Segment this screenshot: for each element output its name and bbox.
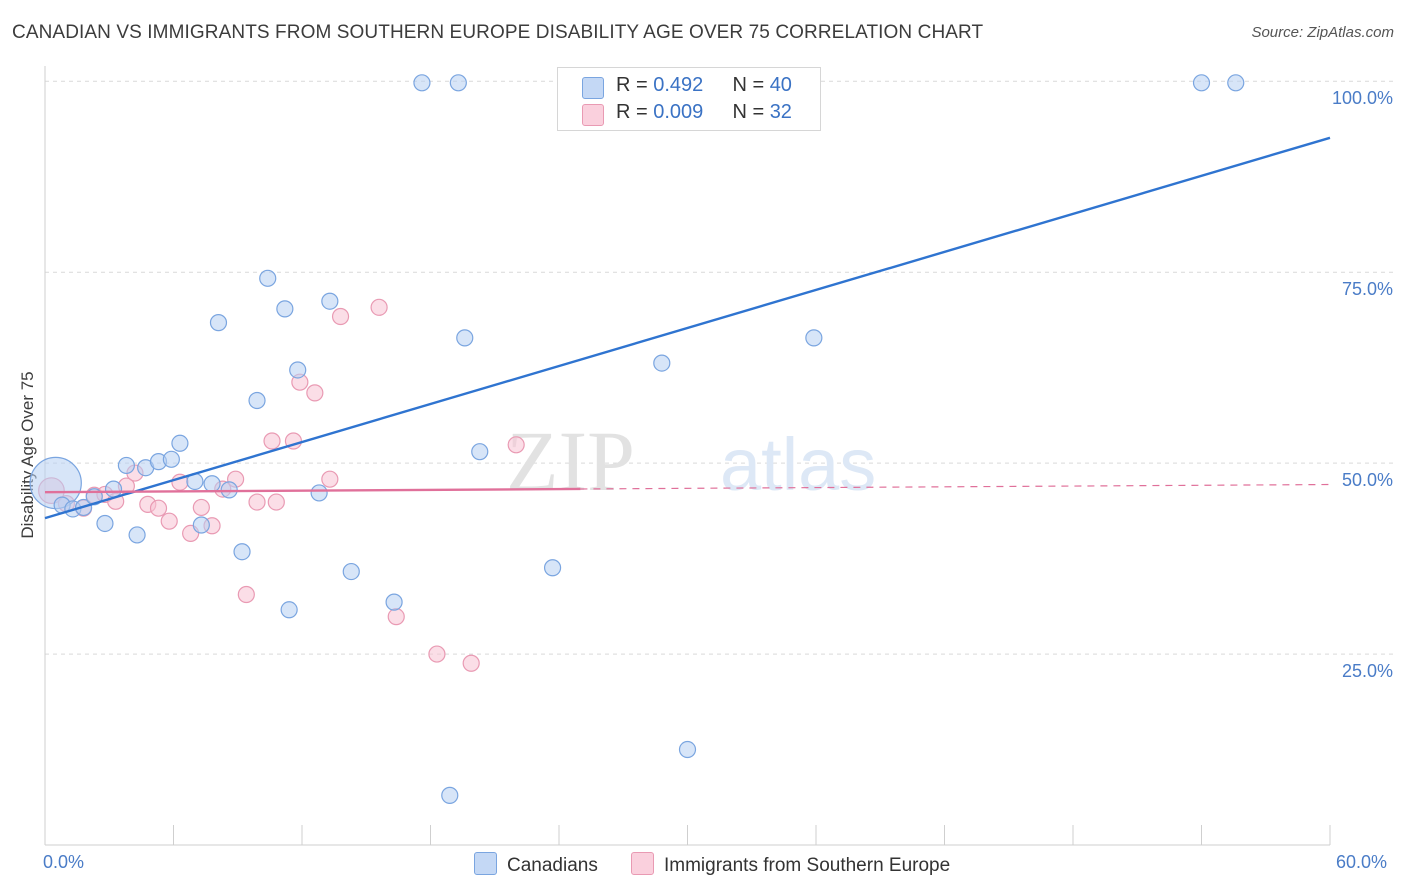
canadians-point-14 xyxy=(192,516,210,534)
legend-label-immigrants: Immigrants from Southern Europe xyxy=(664,855,951,876)
watermark: ZIP atlas xyxy=(506,413,876,509)
gridlines xyxy=(45,80,1393,655)
legend-swatch-canadians xyxy=(474,852,497,875)
immigrants-point-28 xyxy=(428,645,446,663)
canadians-point-21 xyxy=(276,300,294,318)
immigrants-point-27 xyxy=(387,608,405,626)
canadians-point-37 xyxy=(805,329,823,347)
y-tick-75: 75.0% xyxy=(1342,279,1393,299)
legend-item-canadians: Canadians xyxy=(474,852,598,877)
immigrants-point-20 xyxy=(267,493,285,511)
trend-line-immigrants xyxy=(44,487,581,494)
canadians-point-6 xyxy=(104,480,123,498)
immigrants-point-30 xyxy=(507,436,525,454)
canadians-point-27 xyxy=(385,593,403,611)
canadians-point-29 xyxy=(441,786,459,804)
immigrants-point-9 xyxy=(149,499,168,517)
canadians-point-19 xyxy=(248,391,266,410)
canadians-point-28 xyxy=(413,74,431,92)
watermark-atlas: atlas xyxy=(720,423,876,506)
x-tick-max: 60.0% xyxy=(1336,852,1388,872)
canadians-point-8 xyxy=(128,526,146,544)
immigrants-point-17 xyxy=(237,585,255,604)
legend-r-value: 0.492 xyxy=(653,74,704,96)
watermark-zip: ZIP xyxy=(506,413,635,509)
legend-swatch-immigrants xyxy=(631,852,654,875)
canadians-point-12 xyxy=(171,434,189,452)
trend-lines xyxy=(44,136,1331,520)
canadians-point-23 xyxy=(289,361,307,379)
immigrants-point-25 xyxy=(331,307,350,326)
legend-n-value: 40 xyxy=(769,74,792,96)
source-label: Source: ZipAtlas.com xyxy=(1251,24,1394,41)
immigrants-point-10 xyxy=(160,512,178,530)
immigrants-point-24 xyxy=(321,470,339,488)
immigrants-point-29 xyxy=(462,654,480,672)
legend-r-label: R = xyxy=(616,74,654,96)
x-tick-min: 0.0% xyxy=(43,852,85,872)
canadians-point-22 xyxy=(280,601,298,619)
series-canadians-points xyxy=(29,74,1245,804)
immigrants-point-26 xyxy=(370,298,388,316)
legend-r-label: R = xyxy=(616,101,654,123)
canadians-point-34 xyxy=(653,354,671,372)
immigrants-point-23 xyxy=(306,384,324,402)
canadians-point-39 xyxy=(1227,74,1245,92)
canadians-point-24 xyxy=(310,484,328,502)
y-tick-labels: 100.0% 75.0% 50.0% 25.0% xyxy=(1332,88,1393,681)
legend-n-label: N = xyxy=(732,101,770,123)
immigrants-point-18 xyxy=(248,493,266,511)
canadians-point-25 xyxy=(321,292,339,310)
canadians-point-7 xyxy=(117,456,135,475)
canadians-point-20 xyxy=(259,269,277,287)
y-tick-25: 25.0% xyxy=(1342,661,1393,681)
y-tick-50: 50.0% xyxy=(1342,470,1393,490)
trend-line-immigrants-extension xyxy=(580,483,1331,490)
canadians-point-26 xyxy=(342,562,360,581)
canadians-point-15 xyxy=(203,475,221,493)
immigrants-point-13 xyxy=(192,498,210,517)
legend-swatch-pink xyxy=(582,104,604,126)
legend-swatch-blue xyxy=(582,77,604,99)
canadians-point-5 xyxy=(96,514,114,533)
trend-line-canadians xyxy=(44,136,1331,520)
canadians-point-32 xyxy=(471,443,489,461)
canadians-point-30 xyxy=(449,74,467,92)
canadians-point-38 xyxy=(1192,74,1211,92)
canadians-point-11 xyxy=(162,450,180,468)
legend-n-value: 32 xyxy=(769,101,792,123)
immigrants-point-19 xyxy=(263,432,281,450)
canadians-point-33 xyxy=(543,559,562,577)
legend-item-immigrants: Immigrants from Southern Europe xyxy=(631,852,950,877)
canadians-point-35 xyxy=(678,740,697,759)
canadians-point-31 xyxy=(456,329,474,347)
legend-r-value: 0.009 xyxy=(653,101,704,123)
axes xyxy=(44,66,1331,846)
legend-n-label: N = xyxy=(732,74,770,96)
chart-title: CANADIAN VS IMMIGRANTS FROM SOUTHERN EUR… xyxy=(12,22,984,43)
legend-label-canadians: Canadians xyxy=(507,855,598,876)
correlation-legend: R = 0.492 N = 40 R = 0.009 N = 32 xyxy=(557,67,821,131)
y-tick-100: 100.0% xyxy=(1332,88,1393,108)
canadians-point-18 xyxy=(233,543,251,561)
canadians-point-16 xyxy=(209,314,228,332)
